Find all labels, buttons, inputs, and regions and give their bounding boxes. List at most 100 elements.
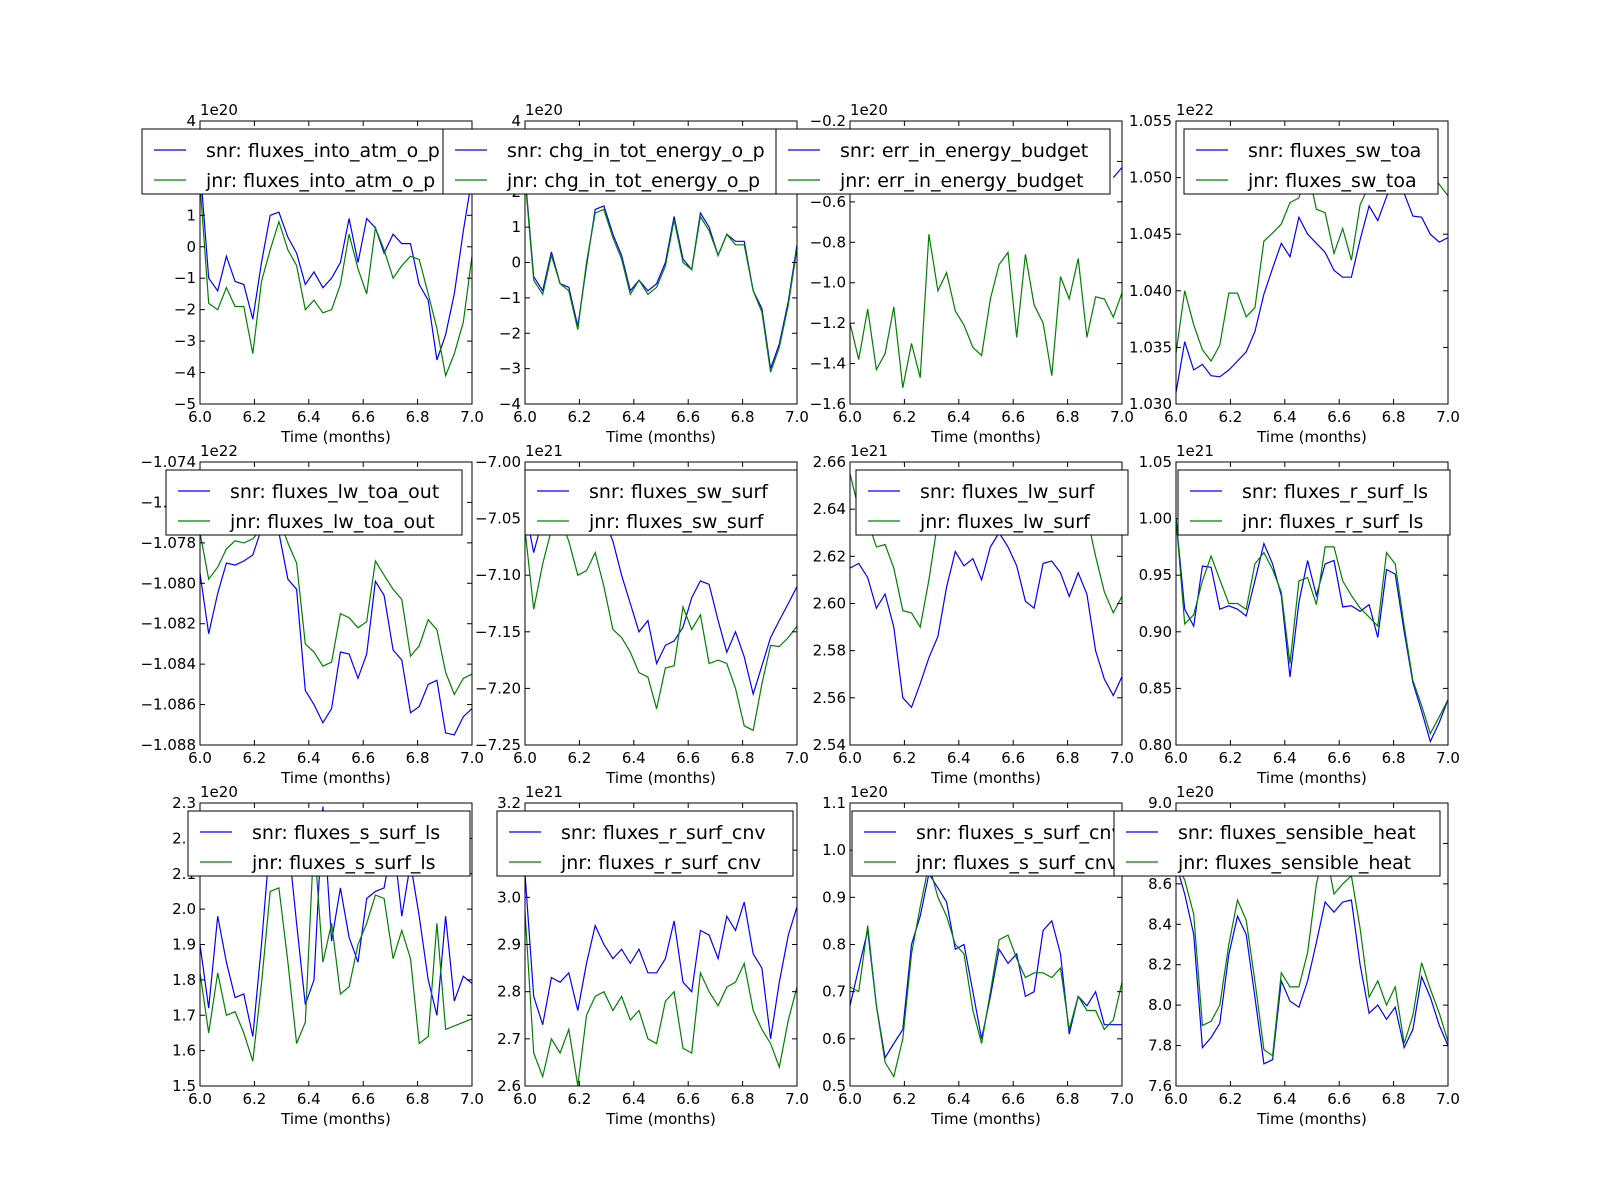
y-tick-label: 0.90 (1139, 623, 1172, 641)
legend-label-snr: snr: fluxes_sw_surf (589, 481, 769, 503)
y-tick-label: 3.0 (497, 888, 521, 906)
x-tick-label: 6.6 (351, 749, 375, 767)
series-line-jnr (850, 864, 1122, 1079)
x-axis-label: Time (months) (280, 1110, 391, 1128)
x-tick-label: 6.2 (242, 408, 266, 426)
x-tick-label: 6.2 (567, 408, 591, 426)
y-tick-label: 0.5 (822, 1077, 846, 1095)
series-line-snr (200, 164, 472, 361)
y-tick-label: 0.7 (822, 983, 846, 1001)
axes-frame (199, 120, 473, 405)
x-tick-label: 6.6 (1327, 749, 1351, 767)
legend-label-jnr: jnr: fluxes_sensible_heat (1177, 852, 1411, 874)
x-tick-label: 6.8 (406, 749, 430, 767)
y-tick-label: 0.95 (1139, 566, 1172, 584)
x-tick-label: 6.4 (297, 408, 321, 426)
y-tick-label: 2.7 (497, 1030, 521, 1048)
y-tick-label: 2.6 (497, 1077, 521, 1095)
x-axis-label: Time (months) (930, 1110, 1041, 1128)
legend-label-jnr: jnr: fluxes_r_surf_cnv (560, 852, 761, 874)
y-tick-label: −1.082 (140, 615, 196, 633)
y-tick-label: 1 (511, 218, 521, 236)
x-tick-label: 6.6 (676, 1090, 700, 1108)
y-tick-label: 1.6 (172, 1042, 196, 1060)
x-tick-label: 6.0 (838, 749, 862, 767)
x-tick-label: 6.2 (1218, 749, 1242, 767)
x-tick-label: 6.0 (513, 749, 537, 767)
y-tick-label: 1.055 (1129, 112, 1172, 130)
x-tick-label: 6.0 (513, 408, 537, 426)
legend-box (775, 128, 1111, 195)
y-tick-label: 1.030 (1129, 395, 1172, 413)
legend-box (1177, 469, 1451, 536)
legend-label-snr: snr: chg_in_tot_energy_o_p (507, 140, 765, 162)
legend: snr: fluxes_into_atm_o_p jnr: fluxes_into… (141, 128, 477, 195)
y-offset-label: 1e20 (1176, 783, 1214, 801)
x-tick-label: 6.6 (351, 408, 375, 426)
y-tick-label: 8.2 (1148, 956, 1172, 974)
x-tick-label: 6.4 (947, 1090, 971, 1108)
x-tick-label: 6.8 (1382, 1090, 1406, 1108)
x-tick-label: 6.4 (622, 1090, 646, 1108)
y-tick-label: −7.15 (475, 623, 521, 641)
y-tick-label: −3 (499, 360, 521, 378)
subplot-4: 6.0 6.2 6.4 6.6 6.8 7.0 1.030 1.035 1.040 1.045 1.… (1129, 101, 1460, 446)
legend: snr: fluxes_sensible_heat jnr: fluxes_sen… (1113, 810, 1441, 877)
x-tick-label: 6.4 (947, 408, 971, 426)
x-tick-label: 6.0 (513, 1090, 537, 1108)
legend: snr: fluxes_r_surf_cnv jnr: fluxes_r_surf… (496, 810, 794, 877)
x-axis-label: Time (months) (605, 769, 716, 787)
y-tick-label: −1.2 (810, 314, 846, 332)
x-tick-label: 6.6 (1001, 408, 1025, 426)
x-tick-label: 7.0 (785, 749, 809, 767)
y-tick-label: −1.088 (140, 736, 196, 754)
x-tick-label: 6.8 (731, 408, 755, 426)
x-tick-label: 6.2 (242, 1090, 266, 1108)
y-offset-label: 1e20 (200, 101, 238, 119)
x-tick-label: 7.0 (460, 408, 484, 426)
x-tick-label: 6.8 (406, 1090, 430, 1108)
series-line-snr (850, 531, 1122, 709)
legend-box (141, 128, 477, 195)
y-tick-label: −7.10 (475, 566, 521, 584)
x-tick-label: 6.4 (1273, 749, 1297, 767)
series-line-snr (200, 521, 472, 736)
x-tick-label: 6.2 (1218, 1090, 1242, 1108)
y-tick-label: −1.4 (810, 355, 846, 373)
legend-label-jnr: jnr: err_in_energy_budget (839, 170, 1084, 192)
x-tick-label: 6.0 (188, 408, 212, 426)
y-tick-label: −1.074 (140, 453, 196, 471)
y-offset-label: 1e20 (850, 101, 888, 119)
x-tick-label: 7.0 (1436, 408, 1460, 426)
legend: snr: fluxes_lw_surf jnr: fluxes_lw_surf (855, 469, 1129, 536)
series-line-jnr (525, 177, 797, 373)
series-line-snr (850, 872, 1122, 1060)
y-tick-label: −1.086 (140, 696, 196, 714)
y-tick-label: 0.80 (1139, 736, 1172, 754)
y-tick-label: 2.3 (172, 794, 196, 812)
x-tick-label: 6.8 (406, 408, 430, 426)
y-tick-label: −1 (174, 269, 196, 287)
y-tick-label: 2.62 (813, 547, 846, 565)
x-axis-label: Time (months) (605, 428, 716, 446)
y-tick-label: 2.64 (813, 500, 846, 518)
series-line-jnr (525, 911, 797, 1086)
legend-label-snr: snr: fluxes_s_surf_cnv (916, 822, 1123, 844)
subplot-3: 6.0 6.2 6.4 6.6 6.8 7.0−1.6−1.4−1.2−1.0−0.8−0… (775, 101, 1134, 446)
legend-box (1183, 128, 1439, 195)
legend-label-snr: snr: fluxes_s_surf_ls (252, 822, 440, 844)
y-tick-label: −2 (499, 324, 521, 342)
y-tick-label: 0 (511, 254, 521, 272)
y-tick-label: −1.080 (140, 574, 196, 592)
y-tick-label: 1.5 (172, 1077, 196, 1095)
y-tick-label: −1.084 (140, 655, 196, 673)
x-tick-label: 6.0 (188, 749, 212, 767)
axes-frame (1175, 461, 1449, 746)
y-tick-label: −5 (174, 395, 196, 413)
y-tick-label: −3 (174, 332, 196, 350)
subplot-11: 6.0 6.2 6.4 6.6 6.8 7.0 0.5 0.6 0.7 0.8 0.9 1.0 1.11… (822, 783, 1149, 1128)
x-tick-label: 7.0 (1436, 1090, 1460, 1108)
subplot-6: 6.0 6.2 6.4 6.6 6.8 7.0 −7.25 −7.20 −7.15 −7.10 −7… (475, 442, 809, 787)
x-tick-label: 7.0 (460, 1090, 484, 1108)
x-tick-label: 6.4 (297, 1090, 321, 1108)
